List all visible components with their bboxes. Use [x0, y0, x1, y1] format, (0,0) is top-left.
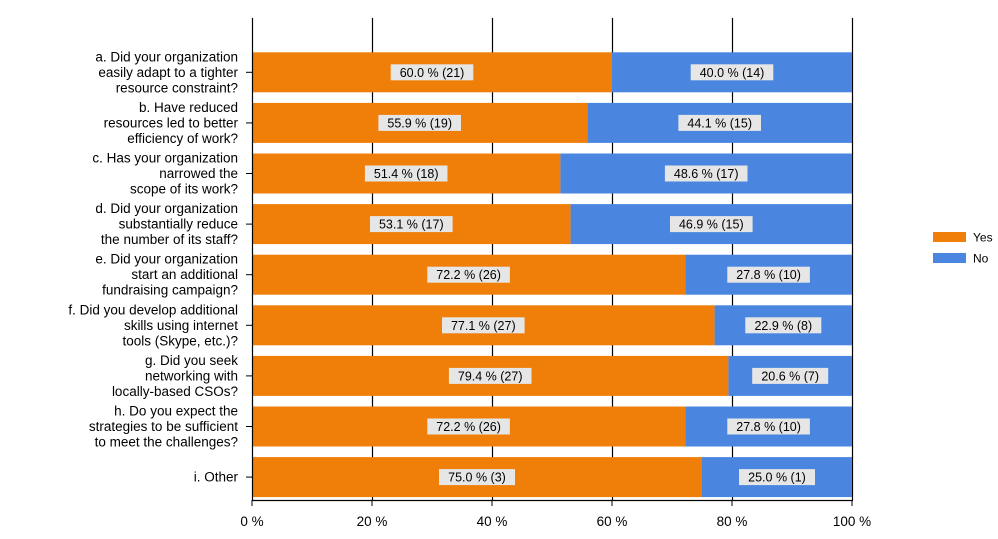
data-label-bg [678, 114, 761, 131]
data-label: 20.6 % (7) [761, 369, 819, 383]
category-label: resources led to better [104, 115, 239, 130]
category-label: substantially reduce [119, 217, 238, 232]
category-label: skills using internet [124, 318, 238, 333]
data-label: 44.1 % (15) [687, 116, 752, 130]
data-label: 51.4 % (18) [374, 167, 439, 181]
category-label: narrowed the [159, 166, 238, 181]
category-label: f. Did you develop additional [68, 302, 238, 317]
data-label-bg [427, 418, 510, 435]
data-label-bg [727, 418, 810, 435]
legend-label-no: No [973, 252, 989, 266]
data-label-bg [442, 317, 525, 334]
category-label: b. Have reduced [139, 100, 238, 115]
category-label: e. Did your organization [95, 252, 238, 267]
x-tick-label: 20 % [357, 514, 388, 529]
category-label: c. Has your organization [92, 151, 238, 166]
category-label: scope of its work? [130, 182, 238, 197]
data-label: 46.9 % (15) [679, 218, 744, 232]
data-label-bg [390, 64, 474, 81]
category-label: networking with [145, 368, 238, 383]
x-tick-label: 40 % [477, 514, 508, 529]
data-label-bg [739, 469, 815, 486]
category-label: easily adapt to a tighter [98, 65, 238, 80]
data-label-bg [427, 266, 510, 283]
data-label-bg [752, 367, 829, 384]
category-label: the number of its staff? [101, 232, 238, 247]
x-tick-label: 80 % [717, 514, 748, 529]
data-label: 25.0 % (1) [748, 471, 806, 485]
x-tick-label: 60 % [597, 514, 628, 529]
data-label-bg [690, 64, 774, 81]
data-label: 72.2 % (26) [436, 420, 501, 434]
category-label: fundraising campaign? [102, 283, 238, 298]
category-label: start an additional [131, 267, 238, 282]
legend-label-yes: Yes [973, 231, 993, 245]
data-label-bg [448, 367, 532, 384]
data-label-bg [745, 317, 822, 334]
x-tick-label: 0 % [240, 514, 263, 529]
data-label-bg [378, 114, 461, 131]
category-label: i. Other [194, 470, 239, 485]
data-label: 27.8 % (10) [736, 420, 801, 434]
category-label: efficiency of work? [127, 131, 238, 146]
data-label-bg [670, 216, 753, 233]
data-label: 60.0 % (21) [400, 66, 465, 80]
data-label-bg [364, 165, 448, 182]
category-label: strategies to be sufficient [89, 419, 238, 434]
x-tick-label: 100 % [833, 514, 871, 529]
legend-swatch-no [933, 253, 966, 263]
data-label: 48.6 % (17) [674, 167, 739, 181]
data-label: 55.9 % (19) [387, 116, 452, 130]
category-label: tools (Skype, etc.)? [122, 333, 238, 348]
category-label: g. Did you seek [145, 353, 238, 368]
data-label: 72.2 % (26) [436, 268, 501, 282]
data-label-bg [439, 469, 515, 486]
data-label: 40.0 % (14) [700, 66, 765, 80]
category-label: h. Do you expect the [114, 404, 238, 419]
data-label: 79.4 % (27) [458, 369, 523, 383]
category-label: resource constraint? [116, 80, 238, 95]
data-label-bg [727, 266, 810, 283]
data-label: 75.0 % (3) [448, 471, 506, 485]
data-label-bg [370, 216, 453, 233]
category-label: to meet the challenges? [95, 435, 238, 450]
data-label: 53.1 % (17) [379, 218, 444, 232]
category-label: locally-based CSOs? [112, 384, 238, 399]
data-label-bg [664, 165, 748, 182]
category-label: a. Did your organization [95, 49, 238, 64]
legend-swatch-yes [933, 232, 966, 242]
data-label: 22.9 % (8) [754, 319, 812, 333]
data-label: 27.8 % (10) [736, 268, 801, 282]
category-label: d. Did your organization [95, 201, 238, 216]
data-label: 77.1 % (27) [451, 319, 516, 333]
